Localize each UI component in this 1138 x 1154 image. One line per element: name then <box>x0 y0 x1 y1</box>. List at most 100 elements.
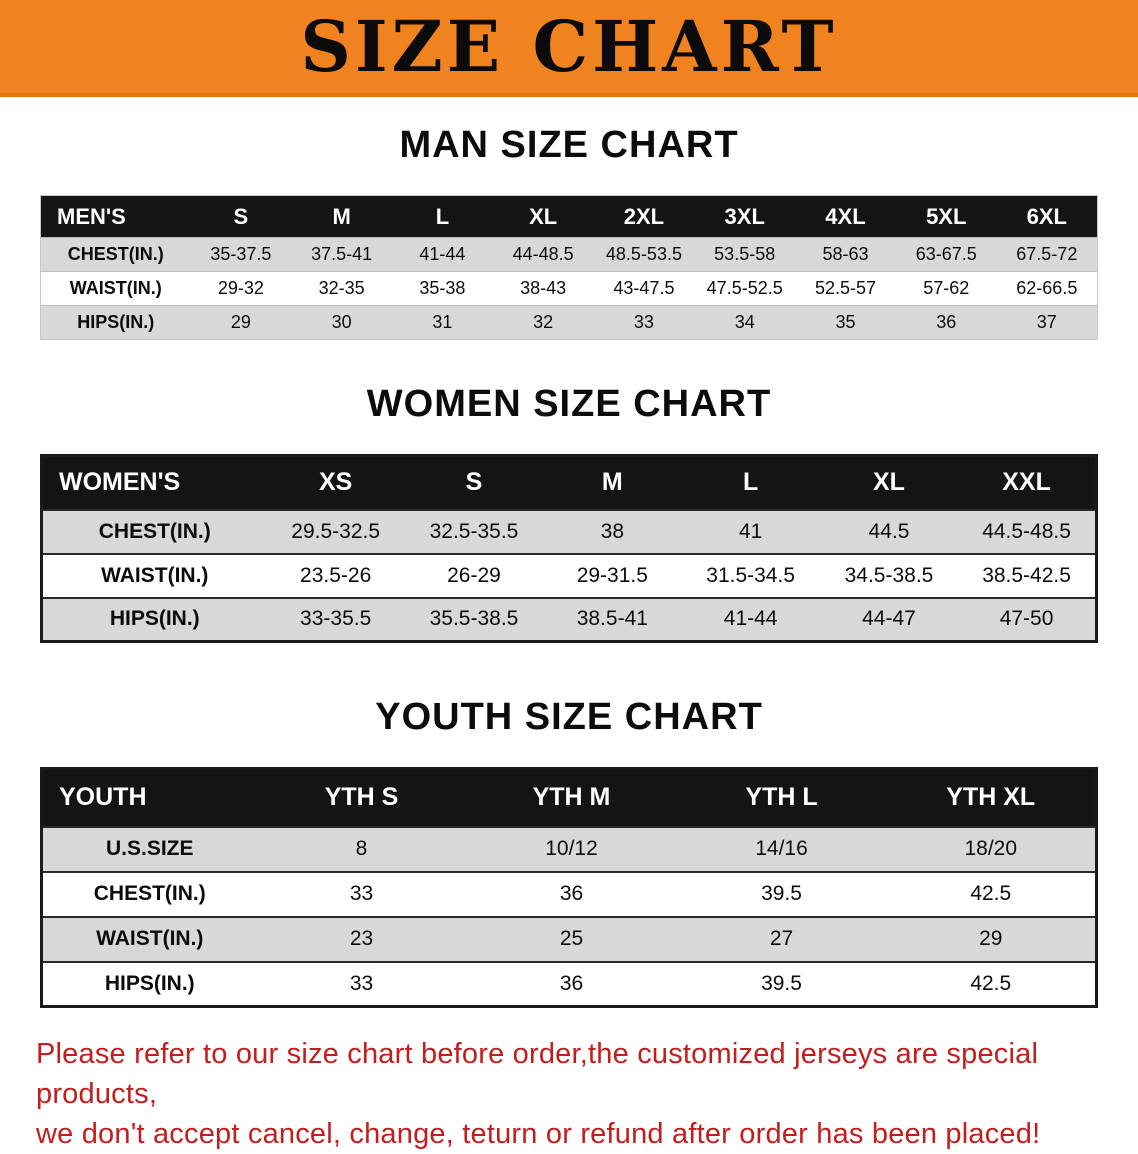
size-value: 44-47 <box>819 596 959 642</box>
size-value: 41 <box>681 508 820 554</box>
row-label: WAIST(IN.) <box>41 915 257 962</box>
size-value: 25 <box>466 915 677 962</box>
size-value: 36 <box>466 960 677 1007</box>
table-header-row: WOMEN'S XS S M L XL XXL <box>41 455 1097 510</box>
size-value: 39.5 <box>676 870 887 917</box>
men-section-heading: MAN SIZE CHART <box>399 124 739 166</box>
row-label: CHEST(IN.) <box>40 237 191 272</box>
row-label: HIPS(IN.) <box>41 960 257 1007</box>
size-value: 33 <box>256 960 467 1007</box>
table-row: WAIST(IN.) 23.5-26 26-29 29-31.5 31.5-34.5 34… <box>41 552 1097 598</box>
size-column-header: YTH M <box>466 768 677 827</box>
men-size-table: MEN'S S M L XL 2XL 3XL 4XL 5XL 6XL CHEST(IN.) 35-37… <box>40 195 1098 340</box>
size-column-header: XL <box>492 195 594 238</box>
size-column-header: XS <box>266 455 405 510</box>
size-column-header: 5XL <box>895 195 997 238</box>
size-value: 47.5-52.5 <box>694 271 796 306</box>
size-column-header: L <box>681 455 820 510</box>
size-value: 41-44 <box>392 237 493 272</box>
size-value: 23.5-26 <box>266 552 405 598</box>
youth-section-heading: YOUTH SIZE CHART <box>375 696 763 738</box>
table-header-row: MEN'S S M L XL 2XL 3XL 4XL 5XL 6XL <box>40 195 1098 238</box>
size-column-header: 2XL <box>593 195 695 238</box>
table-title-cell: WOMEN'S <box>41 455 267 510</box>
row-label: CHEST(IN.) <box>41 870 257 917</box>
row-label: HIPS(IN.) <box>40 305 191 340</box>
size-value: 42.5 <box>886 870 1097 917</box>
size-column-header: XXL <box>958 455 1097 510</box>
size-column-header: YTH L <box>676 768 887 827</box>
size-column-header: 4XL <box>795 195 896 238</box>
size-value: 53.5-58 <box>694 237 796 272</box>
size-value: 31.5-34.5 <box>681 552 820 598</box>
size-value: 63-67.5 <box>895 237 997 272</box>
size-value: 36 <box>466 870 677 917</box>
size-value: 33 <box>256 870 467 917</box>
table-row: HIPS(IN.) 29 30 31 32 33 34 35 36 37 <box>40 305 1098 340</box>
size-value: 14/16 <box>676 825 887 872</box>
size-value: 48.5-53.5 <box>593 237 695 272</box>
size-value: 8 <box>256 825 467 872</box>
size-value: 37.5-41 <box>291 237 393 272</box>
size-column-header: 6XL <box>996 195 1098 238</box>
youth-size-section: YOUTH SIZE CHART YOUTH YTH S YTH M YTH L YTH… <box>0 695 1138 1008</box>
size-value: 57-62 <box>895 271 997 306</box>
size-value: 35-37.5 <box>190 237 292 272</box>
size-column-header: M <box>291 195 393 238</box>
size-column-header: YTH S <box>256 768 467 827</box>
size-value: 35 <box>795 305 896 340</box>
row-label: HIPS(IN.) <box>41 596 267 642</box>
size-value: 38 <box>543 508 682 554</box>
row-label: WAIST(IN.) <box>41 552 267 598</box>
size-column-header: L <box>392 195 493 238</box>
size-column-header: YTH XL <box>886 768 1097 827</box>
size-value: 44.5 <box>819 508 959 554</box>
table-title-cell: MEN'S <box>40 195 191 238</box>
table-header-row: YOUTH YTH S YTH M YTH L YTH XL <box>41 768 1097 827</box>
size-value: 33 <box>593 305 695 340</box>
size-value: 38.5-42.5 <box>958 552 1097 598</box>
size-column-header: XL <box>819 455 959 510</box>
table-row: CHEST(IN.) 35-37.5 37.5-41 41-44 44-48.5 48.5… <box>40 237 1098 272</box>
size-value: 52.5-57 <box>795 271 896 306</box>
table-row: HIPS(IN.) 33-35.5 35.5-38.5 38.5-41 41-44 44-… <box>41 596 1097 642</box>
women-size-section: WOMEN SIZE CHART WOMEN'S XS S M L XL XXL CHEST(… <box>0 382 1138 643</box>
order-disclaimer: Please refer to our size chart before or… <box>36 1034 1108 1154</box>
size-value: 58-63 <box>795 237 896 272</box>
size-value: 18/20 <box>886 825 1097 872</box>
row-label: U.S.SIZE <box>41 825 257 872</box>
size-value: 67.5-72 <box>996 237 1098 272</box>
table-row: U.S.SIZE 8 10/12 14/16 18/20 <box>41 825 1097 872</box>
size-value: 29.5-32.5 <box>266 508 405 554</box>
size-value: 26-29 <box>404 552 544 598</box>
size-value: 44.5-48.5 <box>958 508 1097 554</box>
row-label: CHEST(IN.) <box>41 508 267 554</box>
size-value: 32.5-35.5 <box>404 508 544 554</box>
women-section-heading: WOMEN SIZE CHART <box>366 383 772 425</box>
size-value: 32 <box>492 305 594 340</box>
table-row: HIPS(IN.) 33 36 39.5 42.5 <box>41 960 1097 1007</box>
banner-title: SIZE CHART <box>300 4 838 88</box>
size-value: 41-44 <box>681 596 820 642</box>
size-value: 33-35.5 <box>266 596 405 642</box>
size-chart-banner: SIZE CHART <box>0 0 1138 97</box>
size-column-header: S <box>404 455 544 510</box>
men-size-section: MAN SIZE CHART MEN'S S M L XL 2XL 3XL 4XL 5XL 6XL… <box>0 123 1138 340</box>
size-value: 62-66.5 <box>996 271 1098 306</box>
size-value: 42.5 <box>886 960 1097 1007</box>
size-value: 34 <box>694 305 796 340</box>
women-size-table: WOMEN'S XS S M L XL XXL CHEST(IN.) 29.5-32.5 32.5… <box>40 454 1098 643</box>
table-row: WAIST(IN.) 23 25 27 29 <box>41 915 1097 962</box>
size-column-header: 3XL <box>694 195 796 238</box>
size-value: 43-47.5 <box>593 271 695 306</box>
size-value: 38-43 <box>492 271 594 306</box>
row-label: WAIST(IN.) <box>40 271 191 306</box>
disclaimer-line-2: we don't accept cancel, change, teturn o… <box>36 1118 1041 1150</box>
size-value: 27 <box>676 915 887 962</box>
table-row: WAIST(IN.) 29-32 32-35 35-38 38-43 43-47.5 47.… <box>40 271 1098 306</box>
size-value: 35-38 <box>392 271 493 306</box>
size-column-header: S <box>190 195 292 238</box>
size-value: 47-50 <box>958 596 1097 642</box>
size-value: 44-48.5 <box>492 237 594 272</box>
size-value: 34.5-38.5 <box>819 552 959 598</box>
